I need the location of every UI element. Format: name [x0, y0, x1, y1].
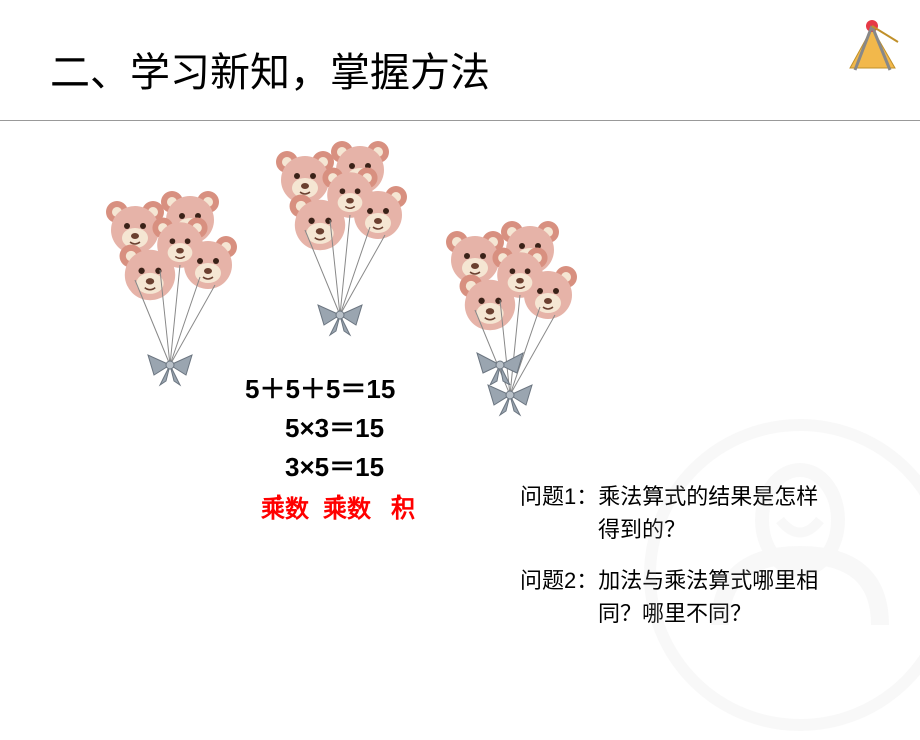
ribbon-bow-icon	[475, 345, 525, 390]
horizontal-rule	[0, 120, 920, 121]
question-1-label: 问题1：	[520, 484, 598, 509]
label-product: 积	[389, 497, 417, 523]
bear-balloon-cluster	[430, 220, 610, 435]
section-title: 二、学习新知，掌握方法	[50, 40, 490, 98]
question-2-label: 问题2：	[520, 568, 598, 593]
term-labels: 乘数 乘数 积	[261, 497, 417, 523]
drafting-tools-icon	[840, 8, 910, 83]
bear-balloon-cluster	[90, 190, 270, 405]
watermark-icon	[640, 415, 920, 740]
equations-block: 5＋5＋5＝15 5×3＝15 3×5＝15 ··· ··· ··· 乘数 乘数…	[245, 370, 417, 523]
equation-addition: 5＋5＋5＝15	[245, 370, 417, 409]
label-multiplier: 乘数	[323, 497, 351, 523]
equation-mult-2: 3×5＝15	[245, 448, 417, 487]
bear-balloon-cluster	[260, 140, 440, 355]
equation-mult-1: 5×3＝15	[245, 409, 417, 448]
label-multiplicand: 乘数	[261, 497, 289, 523]
